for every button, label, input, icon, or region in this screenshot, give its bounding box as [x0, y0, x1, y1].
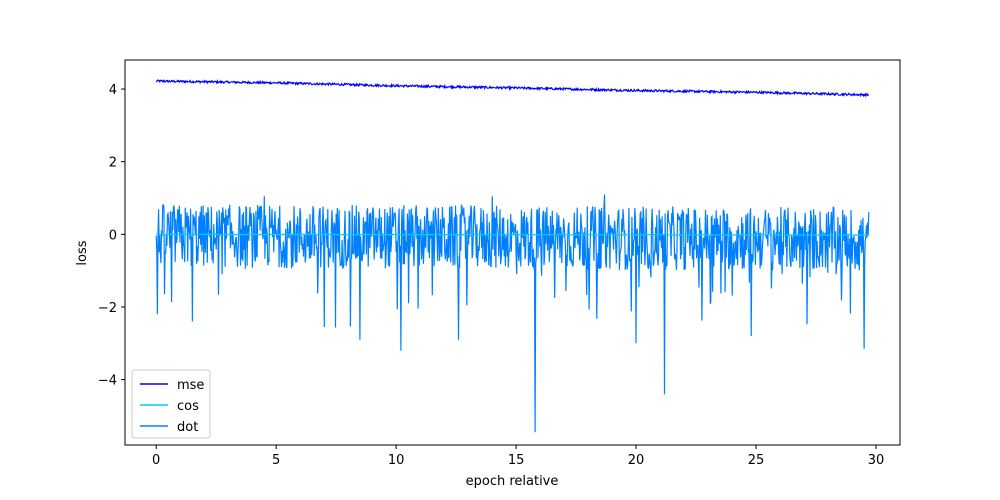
x-tick-label: 10 — [388, 453, 405, 468]
y-tick-label: 4 — [109, 83, 117, 98]
x-tick-label: 15 — [508, 453, 525, 468]
series-line-dot — [155, 194, 870, 433]
x-tick-label: 20 — [628, 453, 645, 468]
x-tick-label: 30 — [868, 453, 885, 468]
x-tick-label: 0 — [152, 453, 160, 468]
y-axis-label: loss — [75, 240, 90, 265]
legend-box — [131, 369, 211, 439]
y-tick-label: −4 — [98, 374, 117, 389]
y-tick-label: 0 — [109, 228, 117, 243]
legend: mse cos dot — [131, 369, 211, 439]
x-tick-label: 25 — [748, 453, 765, 468]
y-tick-label: −2 — [98, 301, 117, 316]
y-tick-label: 2 — [109, 156, 117, 171]
plot-area-frame — [124, 59, 901, 446]
legend-label-mse: mse — [177, 378, 204, 393]
legend-label-dot: dot — [177, 420, 198, 435]
series-line-mse — [155, 79, 870, 98]
series-line-cos — [155, 233, 869, 236]
x-tick-label: 5 — [272, 453, 280, 468]
x-axis-label: epoch relative — [466, 474, 559, 489]
legend-label-cos: cos — [177, 399, 199, 414]
